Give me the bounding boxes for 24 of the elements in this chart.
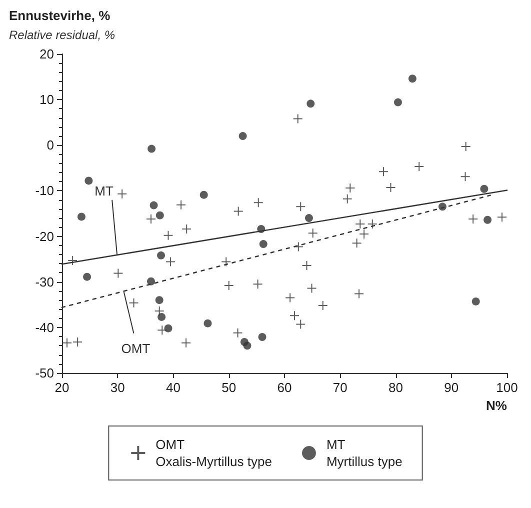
y-tick-label: -10 bbox=[35, 183, 54, 198]
x-tick-label: 50 bbox=[222, 380, 236, 395]
x-tick-label: 20 bbox=[54, 380, 70, 395]
x-tick-label: 90 bbox=[444, 380, 459, 395]
annotation: MT bbox=[94, 183, 114, 198]
chart-subtitle: Relative residual, % bbox=[9, 28, 116, 42]
x-tick-label: 30 bbox=[110, 380, 125, 395]
y-tick-label: -50 bbox=[35, 366, 54, 380]
legend-label: OMT Oxalis-Myrtillus type bbox=[156, 437, 272, 469]
x-tick-label: 40 bbox=[166, 380, 180, 395]
y-tick-label: 20 bbox=[40, 46, 54, 62]
x-tick-label: 60 bbox=[277, 380, 292, 395]
x-tick-label: 80 bbox=[388, 380, 403, 395]
y-tick-label: -20 bbox=[35, 228, 54, 244]
x-tick-label: 70 bbox=[332, 380, 348, 395]
y-tick-label: 0 bbox=[46, 138, 54, 153]
y-tick-label: -30 bbox=[35, 274, 54, 290]
legend-label: MT Myrtillus type bbox=[326, 437, 402, 469]
y-tick-label: -40 bbox=[35, 320, 54, 335]
y-tick-label: 10 bbox=[40, 92, 54, 108]
x-tick-label: 100 bbox=[496, 380, 518, 395]
chart-title: Ennustevirhe, % bbox=[9, 8, 111, 23]
x-axis-title: N% bbox=[486, 398, 508, 413]
annotation: OMT bbox=[121, 340, 150, 356]
